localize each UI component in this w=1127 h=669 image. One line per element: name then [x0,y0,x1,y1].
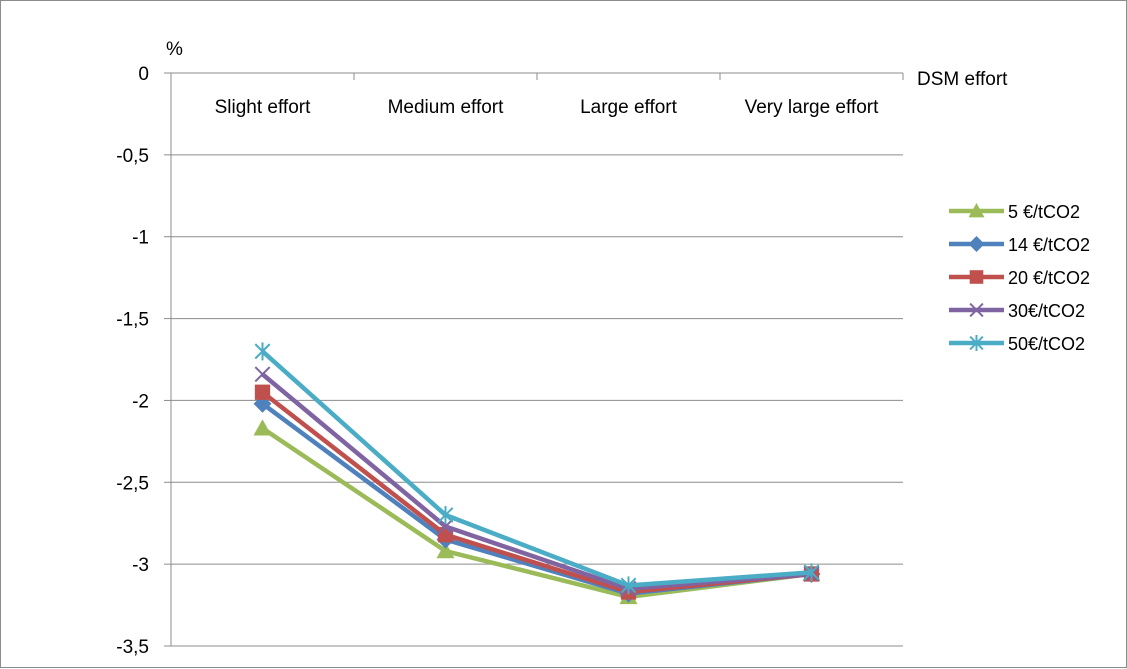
legend-item: 50€/tCO2 [949,334,1085,354]
x-axis-title: DSM effort [917,69,1008,90]
legend-item: 5 €/tCO2 [949,202,1080,222]
data-point [969,270,984,284]
series-4 [254,366,820,597]
legend-item: 14 €/tCO2 [949,235,1090,255]
series-5 [254,342,820,595]
legend-label: 14 €/tCO2 [1008,235,1090,255]
legend-label: 5 €/tCO2 [1008,202,1080,222]
data-point [437,518,454,535]
y-tick-label: 0 [138,64,149,85]
y-tick-label: -2 [132,391,149,412]
category-label: Very large effort [745,97,880,118]
y-tick-label: -3 [132,555,149,576]
legend-item: 20 €/tCO2 [949,268,1090,288]
y-tick-label: -1 [132,228,149,249]
legend-label: 30€/tCO2 [1008,301,1085,321]
data-point [437,506,454,525]
data-point [253,419,272,436]
data-point [968,203,985,218]
y-tick-label: -3,5 [116,637,149,658]
data-point [254,366,271,383]
data-point [254,342,271,361]
series-line [260,349,812,588]
category-label: Slight effort [215,97,311,118]
legend-label: 50€/tCO2 [1008,334,1085,354]
axes: 0 -0,5 -1 -1,5 -2 -2,5 -3 -3,5 Slight effort Medi… [116,64,904,658]
y-axis-title: % [166,39,183,60]
data-point [254,384,271,400]
data-point [620,576,637,595]
series-2 [253,394,821,603]
y-tick-label: -0,5 [116,146,149,167]
legend-label: 20 €/tCO2 [1008,268,1090,288]
data-point [969,335,984,351]
category-label: Medium effort [388,97,505,118]
y-tick-label: -2,5 [116,473,149,494]
series-lines [253,342,821,605]
legend-item: 30€/tCO2 [949,301,1085,321]
legend: 5 €/tCO2 14 €/tCO2 20 €/tCO2 30€/tCO2 50€/tC… [949,202,1090,354]
data-point [803,563,820,582]
y-tick-label: -1,5 [116,310,149,331]
data-point [968,236,985,252]
data-point [436,542,455,559]
category-label: Large effort [580,97,678,118]
series-line [261,372,812,591]
data-point [969,302,984,318]
